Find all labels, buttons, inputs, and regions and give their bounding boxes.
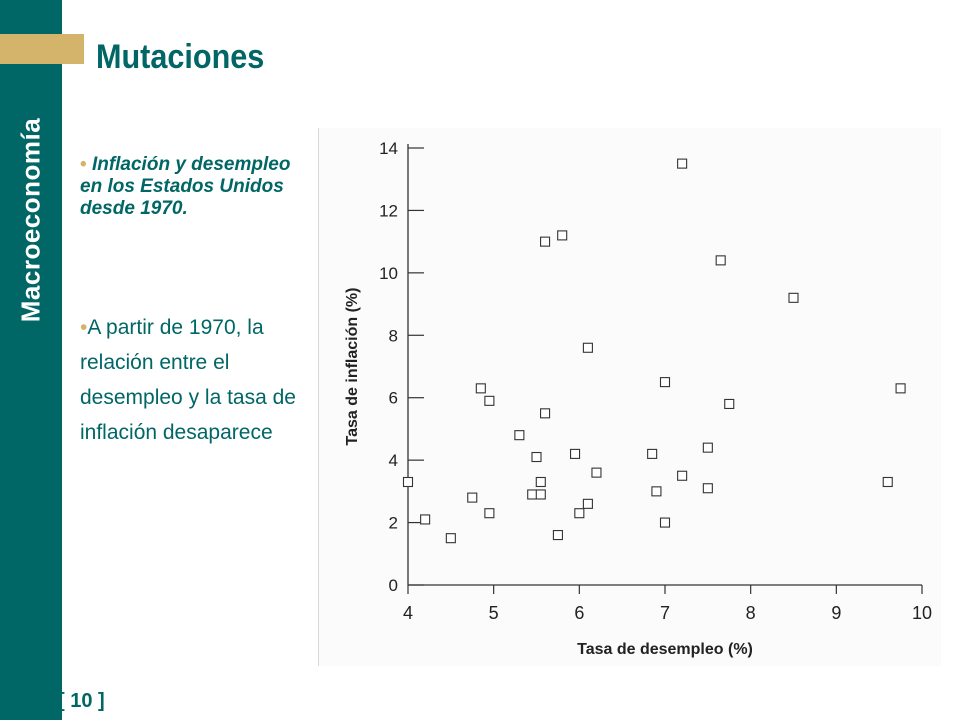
chart-axes: 4 5 6 7 8 9 10 0 2 4 6 8 10 12 14: [379, 139, 932, 623]
x-tick-label: 5: [489, 603, 499, 623]
bullet-mark-1: •: [80, 154, 87, 175]
data-point: [582, 498, 593, 509]
bullet-point-1: • Inflación y desempleo en los Estados U…: [80, 154, 316, 220]
data-point: [677, 158, 688, 169]
x-axis-label: Tasa de desempleo (%): [577, 641, 753, 658]
data-point: [475, 383, 486, 394]
data-point: [514, 430, 525, 441]
data-point: [535, 476, 546, 488]
y-tick-label: 6: [389, 389, 398, 408]
data-point: [882, 476, 893, 488]
y-tick-label: 2: [389, 514, 398, 533]
y-tick-label: 0: [389, 576, 398, 595]
x-tick-label: 8: [746, 603, 756, 623]
sidebar: Macroeconomía: [0, 0, 62, 720]
data-point: [445, 533, 456, 544]
y-tick-label: 4: [389, 451, 398, 470]
data-point: [557, 230, 568, 241]
data-point: [715, 255, 726, 266]
bullet-point-2: •A partir de 1970, la relación entre el …: [80, 310, 316, 450]
data-point: [484, 395, 495, 406]
data-point: [651, 486, 662, 497]
bullet-text-2: A partir de 1970, la relación entre el d…: [80, 316, 296, 444]
data-point: [574, 508, 585, 519]
data-point: [788, 292, 799, 303]
data-point: [531, 451, 542, 463]
bullet-mark-2: •: [80, 316, 88, 339]
data-point: [659, 377, 671, 388]
x-tick-label: 7: [660, 603, 670, 623]
page-title: Mutaciones: [96, 38, 265, 76]
y-tick-label: 14: [379, 139, 398, 158]
x-tick-label: 10: [912, 603, 932, 623]
data-point: [895, 383, 906, 394]
data-point: [677, 470, 688, 481]
scatter-chart: 4 5 6 7 8 9 10 0 2 4 6 8 10 12 14 Tasa de desempleo (%…: [344, 139, 932, 658]
data-point: [540, 236, 551, 247]
data-point: [484, 508, 495, 519]
data-point: [570, 448, 581, 459]
data-point: [467, 492, 478, 503]
page-number: [ 10 ]: [58, 690, 105, 712]
data-point: [552, 530, 563, 541]
accent-bar: [0, 34, 84, 64]
chart-panel: 4 5 6 7 8 9 10 0 2 4 6 8 10 12 14 Tasa de desempleo (%…: [318, 128, 941, 666]
data-point: [402, 476, 414, 488]
sidebar-title: Macroeconomía: [15, 117, 46, 323]
data-point: [527, 489, 538, 500]
x-tick-label: 9: [831, 603, 841, 623]
data-point: [582, 342, 593, 353]
data-point: [702, 442, 713, 453]
x-tick-label: 4: [403, 603, 413, 623]
chart-points: [402, 158, 906, 544]
data-point: [702, 483, 713, 494]
y-axis-label: Tasa de inflación (%): [344, 288, 361, 446]
y-tick-label: 12: [379, 201, 398, 220]
data-point: [420, 514, 431, 525]
data-point: [535, 489, 546, 500]
y-tick-label: 8: [389, 326, 398, 345]
data-point: [659, 517, 671, 528]
bullet-text-1: Inflación y desempleo en los Estados Uni…: [80, 154, 291, 219]
data-point: [724, 398, 735, 410]
x-tick-label: 6: [574, 603, 584, 623]
data-point: [591, 467, 602, 478]
data-point: [540, 408, 551, 419]
y-tick-label: 10: [379, 264, 398, 283]
data-point: [647, 448, 658, 459]
